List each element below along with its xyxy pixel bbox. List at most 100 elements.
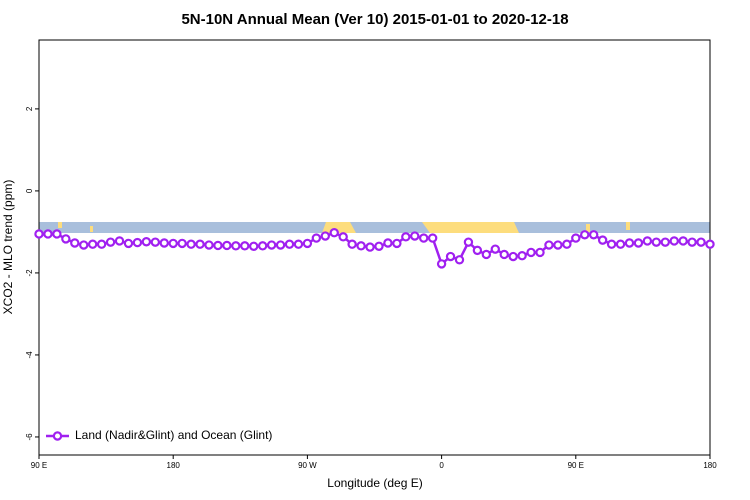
y-tick-label: -4 [25,351,34,359]
map-strip [39,222,710,233]
data-point [356,241,366,251]
data-point [231,241,241,251]
data-point [96,239,107,249]
data-point [257,241,268,251]
data-point [195,239,205,249]
data-point [445,251,456,262]
data-point [70,238,80,248]
data-point [571,233,581,243]
land-band [626,222,630,230]
data-point [275,240,286,250]
data-point [34,229,44,239]
legend-label: Land (Nadir&Glint) and Ocean (Glint) [75,428,272,442]
data-point [633,238,644,248]
data-point [419,233,429,243]
data-point [472,245,483,256]
data-point [132,237,143,248]
data-point [338,232,348,242]
x-axis-label: Longitude (deg E) [327,476,422,490]
data-point [204,240,214,250]
data-point [696,237,706,247]
land-band [90,226,93,232]
data-point [320,231,330,241]
data-point [651,237,662,247]
data-point [454,255,465,265]
y-tick-label: -6 [25,433,34,441]
land-band [322,222,356,233]
data-point [588,230,599,240]
data-point [240,241,250,251]
data-point [177,238,187,249]
legend-marker [52,431,63,441]
data-point [392,238,402,249]
data-point [508,251,518,262]
data-point [535,247,545,258]
data-point [678,236,688,246]
data-point [526,247,536,258]
data-point [159,238,169,248]
data-point [517,251,527,261]
y-tick-label: 0 [25,188,34,193]
data-point [481,249,492,260]
data-point [123,238,134,249]
data-point [311,233,322,243]
data-point [463,237,474,247]
x-tick-label: 90 E [568,461,584,470]
data-point [168,238,178,249]
data-point [705,239,715,249]
y-axis-label: XCO2 - MLO trend (ppm) [1,180,15,315]
data-point [427,233,438,243]
data-point [374,241,384,251]
data-point [615,239,626,249]
data-point [52,229,62,239]
data-point [687,237,697,247]
x-tick-label: 0 [439,461,444,470]
data-point [562,239,572,249]
data-point [624,238,635,248]
data-point [87,239,98,249]
data-point [79,240,89,250]
data-point [597,235,608,245]
data-point [365,242,375,252]
data-point [329,228,339,238]
land-band [422,222,519,233]
data-point [499,249,509,260]
land-band [58,222,62,228]
data-point [266,240,277,250]
x-tick-label: 90 W [298,461,317,470]
data-point [213,240,223,251]
data-point [436,259,447,269]
x-tick-label: 180 [167,461,181,470]
data-point [660,237,670,247]
land-band [586,224,590,232]
data-point [580,230,590,240]
data-point [105,237,116,247]
data-point [150,237,161,247]
data-point [544,240,554,250]
data-point [401,232,411,242]
data-point [61,234,71,244]
data-point [606,239,617,249]
x-tick-label: 180 [703,461,717,470]
data-point [293,239,304,249]
data-point [141,237,152,247]
data-point [642,236,653,246]
data-point [410,231,420,241]
ocean-band [39,222,710,233]
data-point [669,236,679,246]
data-point [347,239,357,249]
data-point [284,239,295,249]
y-tick-label: 2 [25,106,34,111]
data-point [553,240,563,250]
data-point [114,236,125,246]
data-point [383,238,393,248]
data-point [186,239,196,249]
data-point [43,229,53,239]
chart-title: 5N-10N Annual Mean (Ver 10) 2015-01-01 t… [181,11,568,28]
data-point [302,238,313,249]
data-point [490,244,500,254]
x-tick-label: 90 E [31,461,47,470]
data-point [222,240,232,251]
data-point [249,241,259,251]
